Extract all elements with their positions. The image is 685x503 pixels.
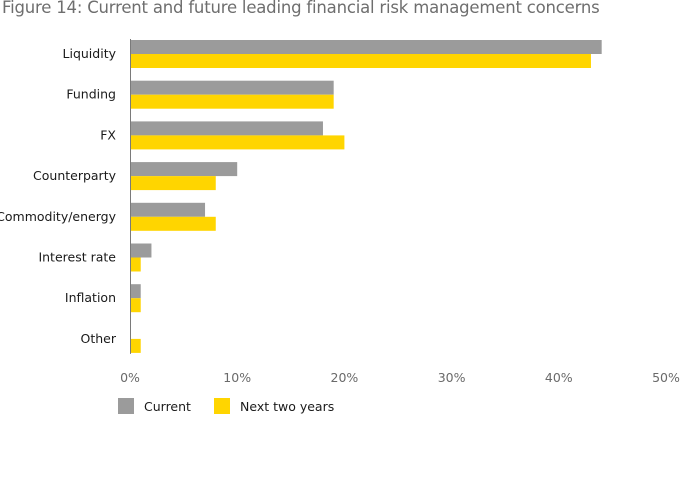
x-tick-label: 10%	[223, 370, 251, 385]
bar-next-two-years-3	[130, 176, 216, 191]
bar-next-two-years-7	[130, 338, 141, 353]
category-label: Inflation	[65, 290, 116, 305]
legend: Current Next two years	[118, 398, 334, 414]
bar-next-two-years-6	[130, 298, 141, 313]
category-label: Other	[81, 331, 117, 346]
legend-swatch-next-two-years	[214, 398, 230, 414]
legend-label-next-two-years: Next two years	[240, 399, 334, 414]
bar-next-two-years-5	[130, 257, 141, 272]
category-label: Liquidity	[63, 46, 117, 61]
bar-current-5	[130, 243, 152, 258]
chart-title: Figure 14: Current and future leading fi…	[2, 0, 600, 17]
x-tick-labels: 0% 10% 20% 30% 40% 50%	[120, 370, 680, 385]
legend-label-current: Current	[144, 399, 191, 414]
x-tick-label: 0%	[120, 370, 140, 385]
category-label: Commodity/energy	[0, 209, 117, 224]
category-label: Interest rate	[38, 250, 116, 265]
category-label: FX	[100, 127, 116, 142]
category-label: Funding	[66, 87, 116, 102]
x-tick-label: 30%	[438, 370, 466, 385]
bar-current-4	[130, 202, 206, 217]
bar-current-2	[130, 121, 323, 136]
x-tick-label: 40%	[545, 370, 573, 385]
bar-current-1	[130, 80, 334, 95]
bar-current-0	[130, 40, 602, 54]
x-tick-label: 50%	[652, 370, 680, 385]
bar-current-3	[130, 162, 238, 177]
bar-current-6	[130, 284, 141, 299]
category-label: Counterparty	[33, 168, 117, 183]
category-labels: Liquidity Funding FX Counterparty Commodity/…	[0, 46, 117, 346]
bar-next-two-years-1	[130, 94, 334, 109]
bar-next-two-years-0	[130, 54, 591, 68]
bar-next-two-years-4	[130, 216, 216, 231]
x-tick-label: 20%	[331, 370, 359, 385]
legend-swatch-current	[118, 398, 134, 414]
bars-group	[130, 40, 602, 353]
bar-next-two-years-2	[130, 135, 345, 150]
